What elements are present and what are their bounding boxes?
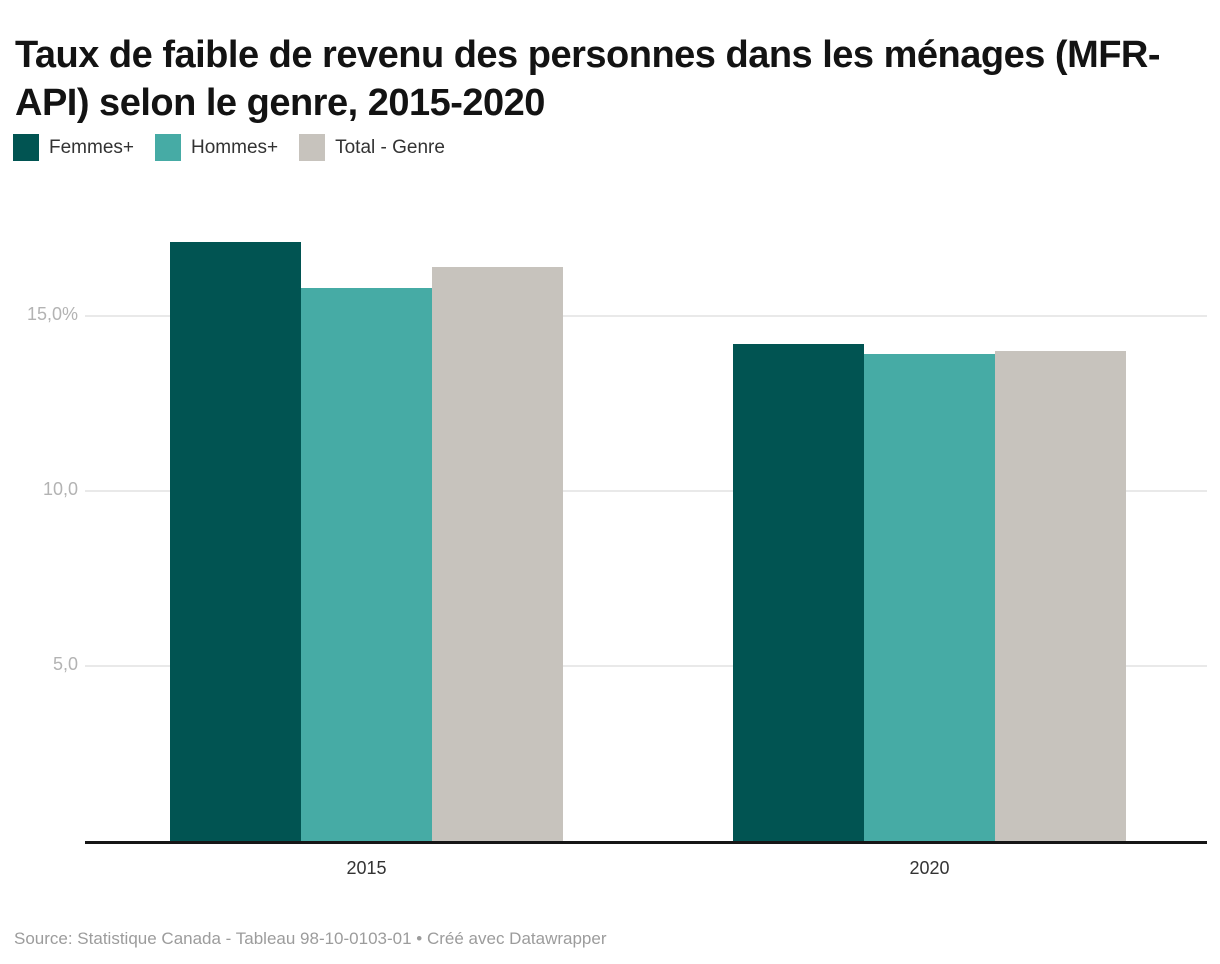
legend-swatch-femmes <box>13 134 39 161</box>
y-tick-label-5: 5,0 <box>52 654 78 674</box>
bar-hommes-2020 <box>864 354 995 841</box>
legend-swatch-total-genre <box>299 134 326 161</box>
y-tick-label-15: 15,0% <box>26 304 78 324</box>
bar-total-genre-2020 <box>995 351 1126 841</box>
legend-label: Femmes+ <box>49 136 134 158</box>
bar-femmes-2020 <box>733 344 864 841</box>
legend-item-hommes: Hommes+ <box>155 134 278 161</box>
x-tick-label-2020: 2020 <box>909 858 950 878</box>
bar-femmes-2015 <box>170 242 301 841</box>
plot-area <box>85 222 1207 841</box>
legend-label: Total - Genre <box>335 136 445 158</box>
legend-item-total-genre: Total - Genre <box>299 134 445 161</box>
bar-group-2020 <box>733 222 1126 841</box>
legend-item-femmes: Femmes+ <box>13 134 134 161</box>
gridline-15 <box>85 315 1207 317</box>
legend-swatch-hommes <box>155 134 181 161</box>
x-axis-line <box>85 841 1207 844</box>
legend-label: Hommes+ <box>191 136 279 158</box>
x-tick-label-2015: 2015 <box>346 858 387 878</box>
legend: Femmes+ Hommes+ Total - Genre <box>13 134 445 161</box>
gridline-5 <box>85 665 1207 667</box>
chart-title: Taux de faible de revenu des personnes d… <box>15 34 1161 125</box>
source-note: Source: Statistique Canada - Tableau 98-… <box>14 929 607 948</box>
bar-hommes-2015 <box>301 288 432 841</box>
y-tick-label-10: 10,0 <box>42 479 78 499</box>
bar-total-genre-2015 <box>432 267 563 841</box>
bar-group-2015 <box>170 222 563 841</box>
gridline-10 <box>85 490 1207 492</box>
